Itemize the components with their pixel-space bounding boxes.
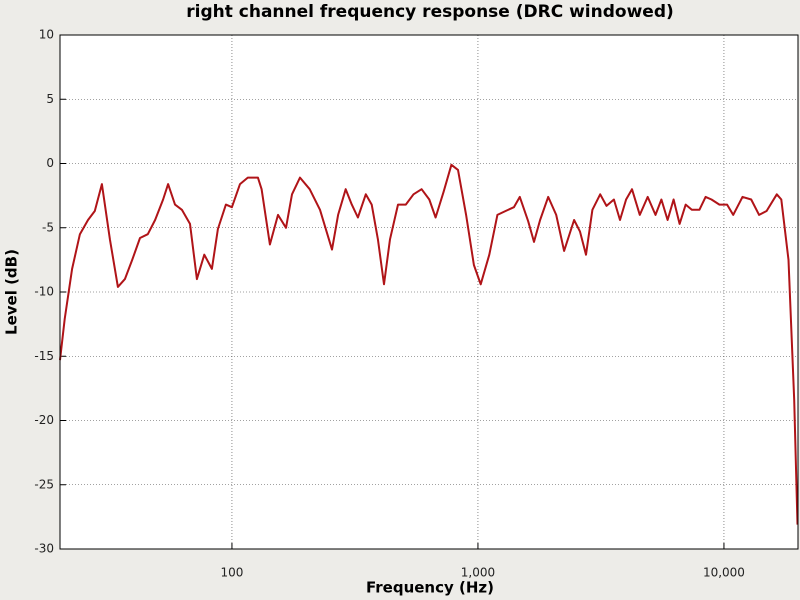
y-tick-label: -30 <box>34 542 54 556</box>
series-line <box>59 163 799 525</box>
y-tick-label: -10 <box>34 285 54 299</box>
grid <box>60 34 798 550</box>
x-tick-label: 10,000 <box>703 566 745 580</box>
plot-frame <box>59 34 799 550</box>
x-axis-label: Frequency (Hz) <box>366 579 494 597</box>
y-axis-label: Level (dB) <box>3 249 21 335</box>
data <box>59 163 799 525</box>
x-tick-label: 1,000 <box>461 566 495 580</box>
y-tick-label: -5 <box>42 220 54 234</box>
y-tick-label: 5 <box>46 92 54 106</box>
chart-title: right channel frequency response (DRC wi… <box>186 2 674 22</box>
x-tick-label: 100 <box>220 566 243 580</box>
y-tick-label: -20 <box>34 413 54 427</box>
y-tick-label: -25 <box>34 477 54 491</box>
y-tick-label: -15 <box>34 349 54 363</box>
y-tick-label: 0 <box>46 156 54 170</box>
y-tick-label: 10 <box>39 28 54 42</box>
